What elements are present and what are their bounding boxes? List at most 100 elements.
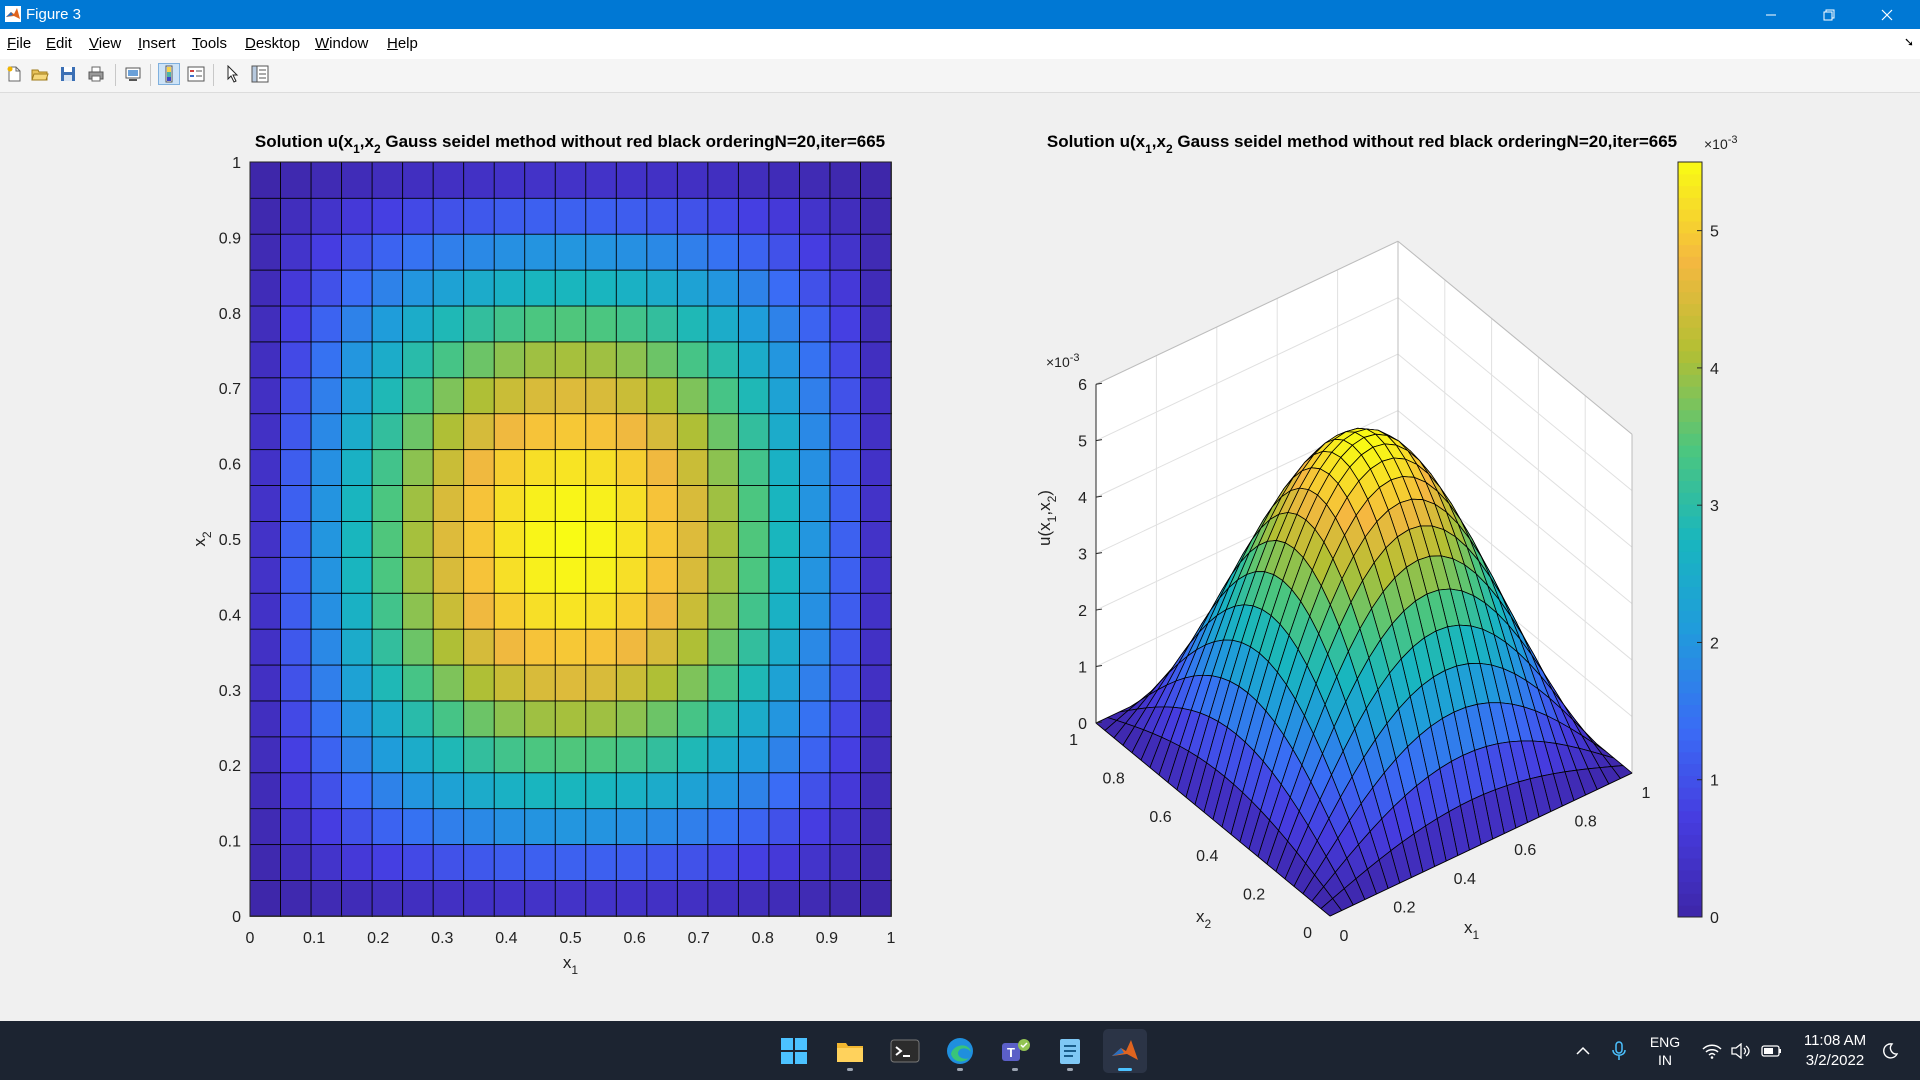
heatmap-cell bbox=[615, 807, 648, 846]
edge-icon[interactable] bbox=[938, 1029, 982, 1073]
heatmap-cell bbox=[860, 197, 892, 235]
colorbar[interactable]: 0 1 2 3 4 5 ×10-3 bbox=[1677, 134, 1738, 927]
heatmap-cell bbox=[707, 736, 740, 774]
heatmap-cell bbox=[493, 161, 526, 199]
menu-file[interactable]: File bbox=[7, 35, 32, 52]
heatmap-cell bbox=[524, 700, 557, 738]
clock[interactable]: 11:08 AM 3/2/2022 bbox=[1795, 1021, 1875, 1080]
heatmap-cell bbox=[280, 843, 312, 881]
heatmap-cell bbox=[768, 412, 801, 451]
menu-help[interactable]: Help bbox=[387, 35, 418, 52]
colorbar-tick-label: 4 bbox=[1710, 361, 1719, 378]
heatmap-cell bbox=[463, 879, 496, 917]
colorbar-swatch bbox=[1678, 232, 1702, 246]
restore-icon bbox=[1823, 9, 1835, 20]
minimize-button[interactable] bbox=[1742, 0, 1800, 29]
heatmap-cell bbox=[554, 520, 587, 558]
heatmap-cell bbox=[829, 843, 862, 881]
heatmap-cell bbox=[737, 197, 770, 235]
show-hidden-icons[interactable] bbox=[1572, 1021, 1594, 1080]
volume-icon[interactable] bbox=[1729, 1021, 1753, 1080]
save-icon[interactable] bbox=[57, 63, 79, 85]
y-tick-label: 0.5 bbox=[219, 532, 241, 549]
menu-insert[interactable]: Insert bbox=[138, 35, 176, 52]
colorbar-swatch bbox=[1678, 681, 1702, 694]
heatmap-cell bbox=[768, 376, 801, 415]
menu-window[interactable]: Window bbox=[315, 35, 369, 52]
menu-desktop[interactable]: Desktop bbox=[245, 35, 301, 52]
menu-tools[interactable]: Tools bbox=[192, 35, 228, 52]
heatmap-cell bbox=[341, 376, 373, 415]
focus-assist-icon[interactable] bbox=[1878, 1021, 1902, 1080]
insert-legend-icon[interactable] bbox=[185, 63, 207, 85]
heatmap-cell bbox=[646, 771, 679, 810]
x-tick-label: 0.9 bbox=[816, 930, 838, 947]
start-icon[interactable] bbox=[772, 1029, 816, 1073]
colorbar-swatch bbox=[1678, 303, 1702, 316]
property-inspector-icon[interactable] bbox=[249, 63, 271, 85]
colorbar-swatch bbox=[1678, 669, 1702, 682]
heatmap-cell bbox=[402, 520, 434, 558]
close-button[interactable] bbox=[1858, 0, 1916, 29]
matlab-icon[interactable] bbox=[1103, 1029, 1147, 1073]
wifi-icon[interactable] bbox=[1700, 1021, 1724, 1080]
heatmap-cell bbox=[646, 592, 679, 630]
heatmap-cell bbox=[463, 628, 496, 666]
heatmap-cell bbox=[249, 736, 282, 774]
heatmap-cell bbox=[768, 161, 801, 199]
teams-icon[interactable]: T bbox=[993, 1029, 1037, 1073]
microphone-icon[interactable] bbox=[1608, 1021, 1630, 1080]
heatmap-cell bbox=[585, 807, 618, 846]
x-tick-label: 0.8 bbox=[752, 930, 774, 947]
edit-plot-icon[interactable] bbox=[222, 63, 244, 85]
heatmap-cell bbox=[707, 879, 740, 917]
new-figure-icon[interactable] bbox=[3, 63, 25, 85]
heatmap-cell bbox=[402, 197, 434, 235]
open-file-icon[interactable] bbox=[29, 63, 51, 85]
heatmap-cell bbox=[432, 771, 465, 810]
clock-date: 3/2/2022 bbox=[1805, 1051, 1865, 1069]
restore-button[interactable] bbox=[1800, 0, 1858, 29]
menu-view[interactable]: View bbox=[89, 35, 122, 52]
heatmap-cell bbox=[341, 556, 373, 594]
z-exponent-label: ×10-3 bbox=[1046, 352, 1080, 370]
heatmap-cell bbox=[280, 376, 312, 415]
link-plot-icon[interactable] bbox=[122, 63, 144, 85]
heatmap-cell bbox=[676, 161, 709, 199]
heatmap-cell bbox=[676, 664, 709, 702]
heatmap-cell bbox=[249, 484, 282, 522]
colorbar-swatch bbox=[1678, 504, 1702, 517]
battery-icon[interactable] bbox=[1760, 1021, 1784, 1080]
heatmap-cell bbox=[554, 879, 587, 917]
heatmap-cell bbox=[737, 269, 770, 307]
heatmap-cell bbox=[463, 700, 496, 738]
z-tick-label: 4 bbox=[1078, 490, 1087, 507]
heatmap-cell bbox=[524, 161, 557, 199]
heatmap-cell bbox=[493, 736, 526, 774]
colorbar-swatch bbox=[1678, 279, 1702, 293]
dock-figure-icon[interactable]: ➘ bbox=[1903, 35, 1914, 49]
heatmap-cell bbox=[707, 520, 740, 558]
notepad-icon[interactable] bbox=[1048, 1029, 1092, 1073]
heatmap-cell bbox=[280, 807, 312, 846]
print-icon[interactable] bbox=[85, 63, 107, 85]
heatmap-cell bbox=[676, 233, 709, 271]
heatmap-cell bbox=[280, 197, 312, 235]
heatmap-cell bbox=[798, 700, 831, 738]
heatmap-cell bbox=[249, 233, 282, 271]
menu-edit[interactable]: Edit bbox=[46, 35, 72, 52]
language-indicator[interactable]: ENG IN bbox=[1645, 1021, 1685, 1080]
heatmap-cell bbox=[829, 233, 862, 271]
heatmap-cell bbox=[371, 664, 404, 702]
heatmap-cell bbox=[707, 197, 740, 235]
heatmap-cell bbox=[341, 520, 373, 558]
colorbar-exponent: ×10-3 bbox=[1704, 134, 1738, 152]
terminal-icon[interactable] bbox=[883, 1029, 927, 1073]
heatmap-cell bbox=[463, 807, 496, 846]
heatmap-cell bbox=[249, 771, 282, 810]
heatmap-cell bbox=[280, 412, 312, 451]
heatmap-cell bbox=[463, 341, 496, 379]
insert-colorbar-icon[interactable] bbox=[158, 63, 180, 85]
heatmap-cell bbox=[646, 664, 679, 702]
file-explorer-icon[interactable] bbox=[828, 1029, 872, 1073]
